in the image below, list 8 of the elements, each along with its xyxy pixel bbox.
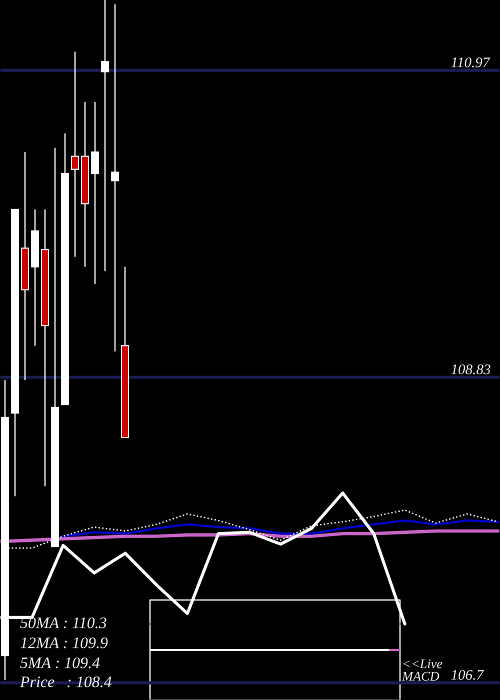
y-tick-label: 110.97 [451, 57, 490, 68]
annotation: 12MA : 109.9 [20, 637, 108, 648]
y-tick-label: 108.83 [451, 364, 490, 374]
y-tick-label: 106.7 [451, 670, 484, 680]
annotation: <<Live MACD [402, 659, 442, 681]
annotation: 50MA : 110.3 [20, 617, 106, 628]
annotation: Price : 108.4 [20, 676, 112, 688]
annotation: 5MA : 109.4 [20, 657, 100, 668]
